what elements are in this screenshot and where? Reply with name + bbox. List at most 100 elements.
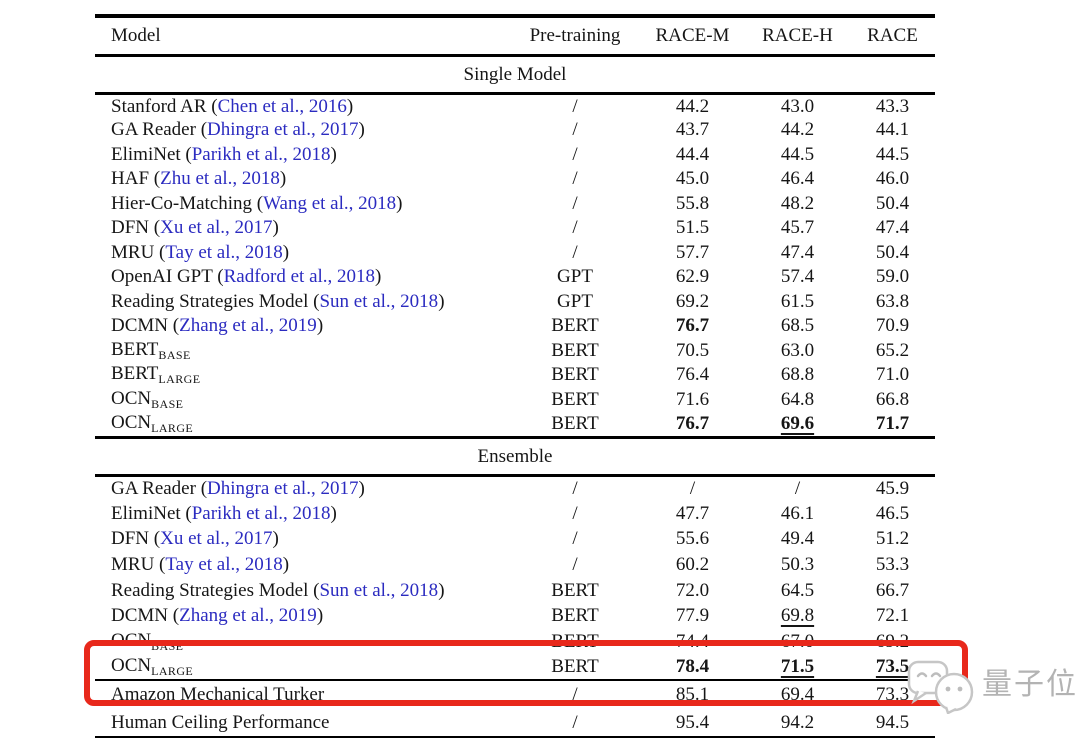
score-value: 50.3 bbox=[780, 554, 815, 576]
model-name: DCMN bbox=[111, 315, 169, 337]
score-value: 46.1 bbox=[780, 502, 815, 524]
table-row: Human Ceiling Performance / 95.4 94.2 94.5 bbox=[95, 709, 935, 738]
citation-link[interactable]: Tay et al., 2018 bbox=[165, 554, 283, 576]
score-value: 66.8 bbox=[875, 388, 910, 410]
score-value: 76.4 bbox=[675, 364, 710, 386]
score-value: 44.2 bbox=[780, 119, 815, 141]
score-value: 94.2 bbox=[780, 711, 815, 733]
race-h-cell: 67.0 bbox=[745, 629, 850, 655]
citation-link[interactable]: Dhingra et al., 2017 bbox=[207, 478, 359, 500]
race-cell: 46.0 bbox=[850, 167, 935, 192]
citation-link[interactable]: Parikh et al., 2018 bbox=[191, 502, 331, 524]
model-name: Amazon Mechanical Turker bbox=[111, 684, 325, 706]
race-cell: 50.4 bbox=[850, 192, 935, 217]
score-value: 53.3 bbox=[875, 554, 910, 576]
model-name: Human Ceiling Performance bbox=[111, 711, 330, 733]
score-value: 73.3 bbox=[875, 684, 910, 706]
citation-link[interactable]: Dhingra et al., 2017 bbox=[207, 119, 359, 141]
score-value: 60.2 bbox=[675, 554, 710, 576]
table-row: DFN (Xu et al., 2017) / 51.5 45.7 47.4 bbox=[95, 216, 935, 241]
score-value: 44.5 bbox=[780, 143, 815, 165]
race-h-cell: 46.1 bbox=[745, 501, 850, 527]
citation-link[interactable]: Radford et al., 2018 bbox=[223, 266, 376, 288]
model-name: ElimiNet bbox=[111, 143, 181, 165]
model-cell: Amazon Mechanical Turker bbox=[95, 680, 510, 709]
score-value: 46.5 bbox=[875, 502, 910, 524]
pretraining-cell: / bbox=[572, 502, 578, 524]
race-h-cell: 64.8 bbox=[745, 388, 850, 413]
race-cell: 46.5 bbox=[850, 501, 935, 527]
model-name: MRU bbox=[111, 241, 155, 263]
citation-link[interactable]: Sun et al., 2018 bbox=[319, 290, 439, 312]
score-value: 45.7 bbox=[780, 217, 815, 239]
table-header-row: Model Pre-training RACE-M RACE-H RACE bbox=[95, 16, 935, 57]
table-row: OpenAI GPT (Radford et al., 2018) GPT 62.9… bbox=[95, 265, 935, 290]
pretraining-cell: BERT bbox=[551, 605, 599, 627]
pretraining-cell: / bbox=[572, 528, 578, 550]
model-name: OpenAI GPT bbox=[111, 266, 213, 288]
citation-link[interactable]: Sun et al., 2018 bbox=[319, 579, 439, 601]
model-name: OCN bbox=[111, 387, 152, 409]
citation-link[interactable]: Chen et al., 2016 bbox=[217, 95, 347, 117]
score-value: 85.1 bbox=[675, 684, 710, 706]
score-value: 44.4 bbox=[675, 143, 710, 165]
score-value: 72.0 bbox=[675, 579, 710, 601]
model-cell: DFN (Xu et al., 2017) bbox=[111, 528, 279, 550]
watermark: 量子位 bbox=[906, 656, 1078, 714]
race-cell: 72.1 bbox=[850, 603, 935, 629]
model-cell: BERTBASE bbox=[95, 339, 510, 364]
score-value: 69.8 bbox=[780, 605, 815, 627]
citation-link[interactable]: Zhang et al., 2019 bbox=[179, 315, 317, 337]
race-cell: 43.3 bbox=[850, 94, 935, 119]
race-cell: 71.0 bbox=[850, 363, 935, 388]
score-value: 47.7 bbox=[675, 502, 710, 524]
column-header-pretraining: Pre-training bbox=[510, 16, 640, 57]
pretraining-cell: BERT bbox=[551, 630, 599, 652]
citation-link[interactable]: Xu et al., 2017 bbox=[160, 528, 273, 550]
score-value: 55.8 bbox=[675, 192, 710, 214]
model-cell: OpenAI GPT (Radford et al., 2018) bbox=[111, 266, 382, 288]
model-subscript: BASE bbox=[151, 396, 184, 411]
table-row: HAF (Zhu et al., 2018) / 45.0 46.4 46.0 bbox=[95, 167, 935, 192]
pretraining-cell: BERT bbox=[551, 388, 599, 410]
race-m-cell: 69.2 bbox=[640, 290, 745, 315]
race-m-cell: 60.2 bbox=[640, 552, 745, 578]
model-cell: ElimiNet (Parikh et al., 2018) bbox=[111, 502, 337, 524]
pretraining-cell: GPT bbox=[557, 290, 593, 312]
model-cell: OCNBASE bbox=[95, 388, 510, 413]
table-row: OCNLARGE BERT 78.4 71.5 73.5 bbox=[95, 654, 935, 682]
race-h-cell: 69.6 bbox=[745, 412, 850, 439]
race-cell: 47.4 bbox=[850, 216, 935, 241]
model-cell: GA Reader (Dhingra et al., 2017) bbox=[111, 119, 365, 141]
model-cell: DCMN (Zhang et al., 2019) bbox=[111, 605, 324, 627]
score-value: 45.9 bbox=[875, 478, 910, 500]
race-h-cell: 68.5 bbox=[745, 314, 850, 339]
score-value: 68.8 bbox=[780, 364, 815, 386]
citation-link[interactable]: Zhang et al., 2019 bbox=[179, 605, 317, 627]
race-m-cell: 47.7 bbox=[640, 501, 745, 527]
race-m-cell: 51.5 bbox=[640, 216, 745, 241]
table-row: OCNLARGE BERT 76.7 69.6 71.7 bbox=[95, 412, 935, 439]
citation-link[interactable]: Tay et al., 2018 bbox=[165, 241, 283, 263]
citation-link[interactable]: Xu et al., 2017 bbox=[160, 217, 273, 239]
table-row: BERTBASE BERT 70.5 63.0 65.2 bbox=[95, 339, 935, 364]
table-row: Hier-Co-Matching (Wang et al., 2018) / 55.… bbox=[95, 192, 935, 217]
race-m-cell: 55.6 bbox=[640, 527, 745, 553]
score-value: 62.9 bbox=[675, 266, 710, 288]
score-value: 50.4 bbox=[875, 192, 910, 214]
model-cell: DCMN (Zhang et al., 2019) bbox=[111, 315, 324, 337]
race-h-cell: 47.4 bbox=[745, 241, 850, 266]
score-value: / bbox=[689, 478, 696, 500]
table-row: Reading Strategies Model (Sun et al., 20… bbox=[95, 290, 935, 315]
citation-link[interactable]: Parikh et al., 2018 bbox=[191, 143, 331, 165]
score-value: 71.6 bbox=[675, 388, 710, 410]
table-row: GA Reader (Dhingra et al., 2017) / 43.7 44.… bbox=[95, 118, 935, 143]
score-value: 43.0 bbox=[780, 95, 815, 117]
score-value: 63.8 bbox=[875, 290, 910, 312]
citation-link[interactable]: Zhu et al., 2018 bbox=[160, 168, 280, 190]
model-name: DFN bbox=[111, 528, 150, 550]
score-value: 57.7 bbox=[675, 241, 710, 263]
citation-link[interactable]: Wang et al., 2018 bbox=[263, 192, 397, 214]
pretraining-cell: / bbox=[572, 478, 578, 500]
